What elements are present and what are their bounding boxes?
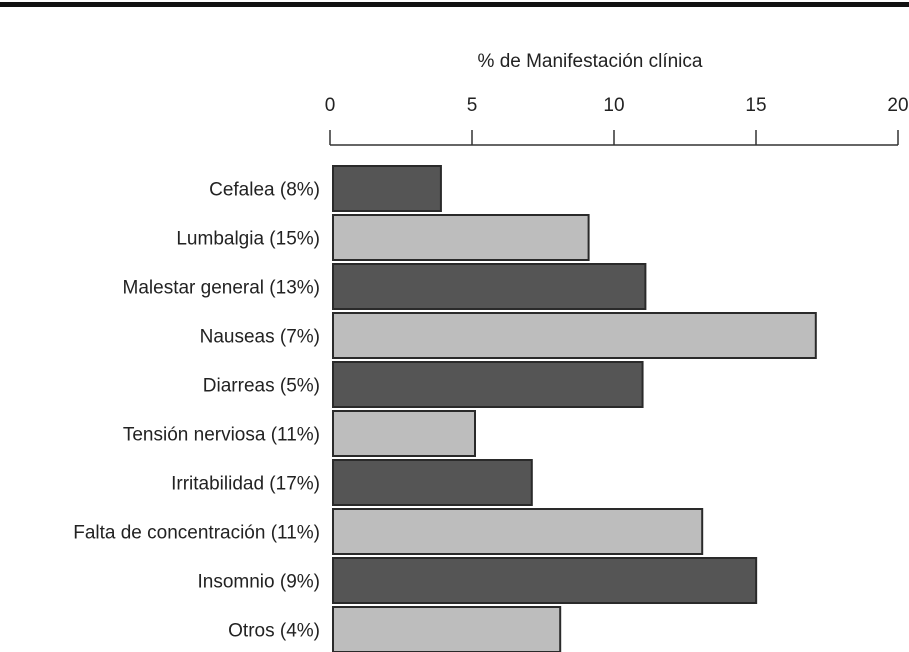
- y-tick-label: Insomnio (9%): [198, 572, 321, 593]
- x-tick-label: 15: [745, 95, 766, 116]
- x-tick-label: 10: [603, 95, 624, 116]
- bar: [332, 410, 476, 457]
- x-tick-label: 0: [325, 95, 336, 116]
- y-tick-label: Malestar general (13%): [123, 278, 320, 299]
- bar: [332, 459, 533, 506]
- y-tick-label: Diarreas (5%): [203, 376, 320, 397]
- x-tick-label: 20: [887, 95, 908, 116]
- y-tick-label: Lumbalgia (15%): [176, 229, 320, 250]
- y-tick-label: Tensión nerviosa (11%): [123, 425, 320, 446]
- y-tick-label: Irritabilidad (17%): [171, 474, 320, 495]
- y-tick-label: Falta de concentración (11%): [73, 523, 320, 544]
- bar: [332, 508, 704, 555]
- bar: [332, 312, 817, 359]
- bar: [332, 263, 647, 310]
- top-rule: [0, 2, 909, 7]
- bar: [332, 165, 442, 212]
- y-tick-label: Nauseas (7%): [200, 327, 320, 348]
- x-tick-label: 5: [467, 95, 478, 116]
- bar: [332, 606, 562, 652]
- bar: [332, 557, 758, 604]
- y-tick-label: Otros (4%): [228, 621, 320, 642]
- y-tick-label: Cefalea (8%): [209, 180, 320, 201]
- bar: [332, 361, 644, 408]
- bar: [332, 214, 590, 261]
- chart-title: % de Manifestación clínica: [478, 51, 703, 72]
